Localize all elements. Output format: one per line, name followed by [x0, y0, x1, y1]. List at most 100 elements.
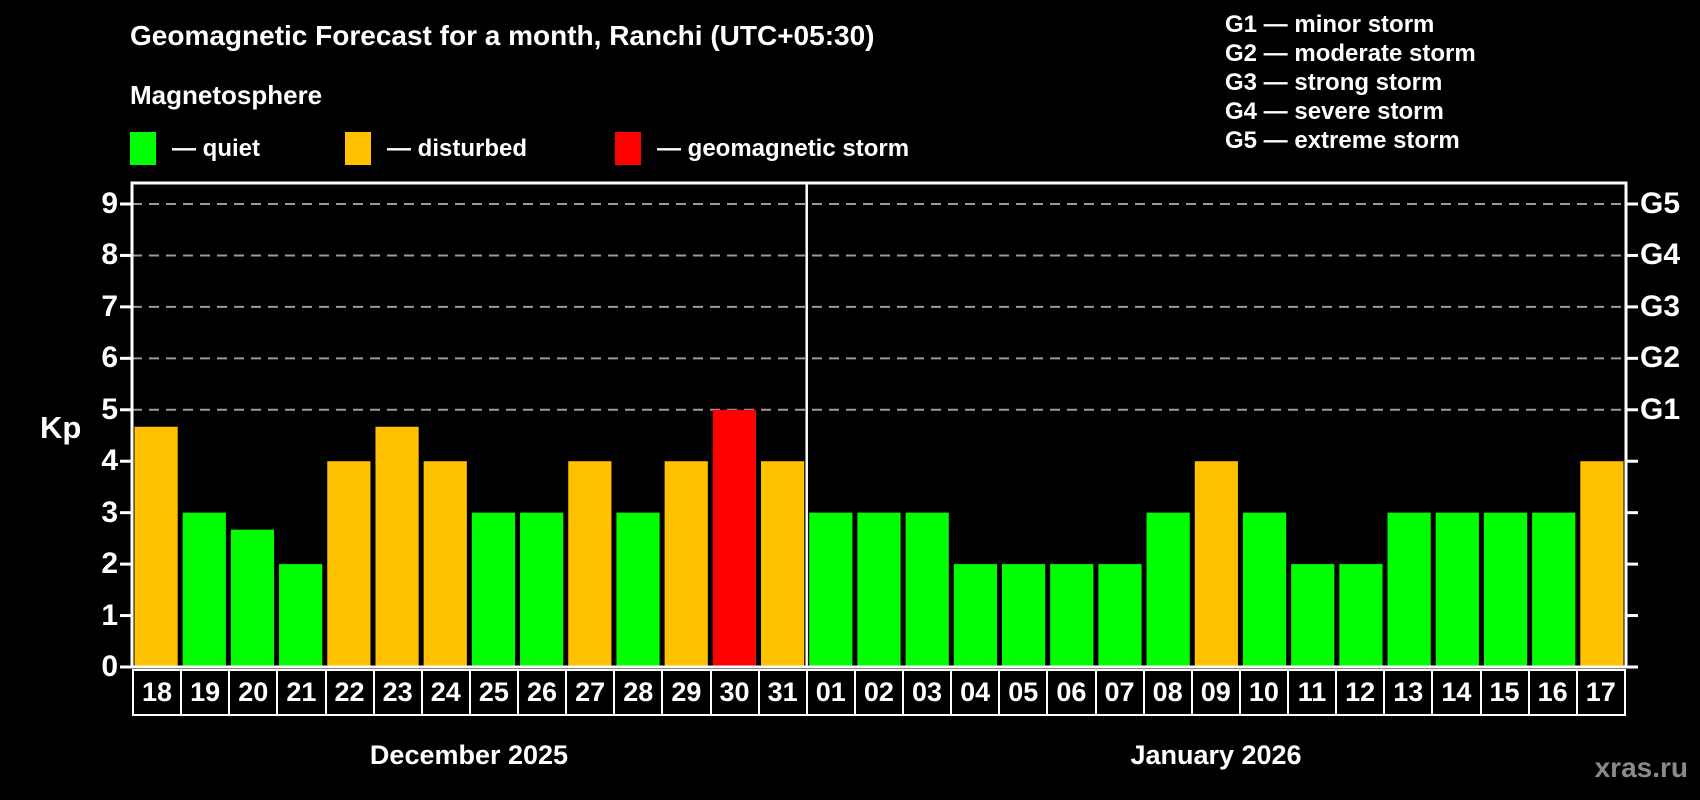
day-label-31: 31: [757, 669, 808, 716]
kp-bar-day-28: [616, 512, 660, 667]
y-tick-label-6: 6: [101, 341, 118, 375]
day-label-22: 22: [324, 669, 375, 716]
day-label-11: 11: [1287, 669, 1338, 716]
kp-bar-day-22: [327, 461, 371, 667]
kp-bar-day-05: [1001, 564, 1046, 667]
day-label-04: 04: [950, 669, 1001, 716]
day-label-08: 08: [1142, 669, 1193, 716]
day-label-18: 18: [132, 669, 183, 716]
day-label-29: 29: [661, 669, 712, 716]
g-axis-label-G1: G1: [1640, 392, 1681, 426]
day-axis-row: 18 19 20 21 22 23 24 25 26 27 28 29 30 31 01 02 03 04 05 06…: [132, 669, 1626, 716]
kp-bar-day-15: [1483, 512, 1528, 667]
kp-bar-day-31: [761, 461, 805, 667]
kp-bar-day-13: [1387, 512, 1431, 667]
day-label-19: 19: [180, 669, 231, 716]
day-label-30: 30: [709, 669, 760, 716]
kp-bar-day-01: [809, 512, 853, 667]
kp-bar-day-20: [230, 529, 275, 667]
kp-bar-day-24: [423, 461, 467, 667]
day-label-16: 16: [1527, 669, 1578, 716]
day-label-23: 23: [372, 669, 423, 716]
day-label-21: 21: [276, 669, 327, 716]
day-label-20: 20: [228, 669, 279, 716]
kp-bar-day-11: [1291, 564, 1335, 667]
kp-bar-day-30: [712, 409, 757, 667]
g-axis-label-G3: G3: [1640, 289, 1681, 323]
day-label-15: 15: [1479, 669, 1530, 716]
day-label-01: 01: [805, 669, 856, 716]
y-tick-label-5: 5: [101, 392, 118, 426]
legend-item-quiet: — quiet: [130, 132, 260, 165]
day-label-28: 28: [613, 669, 664, 716]
g-axis-label-G4: G4: [1640, 238, 1681, 272]
page-title: Geomagnetic Forecast for a month, Ranchi…: [130, 20, 875, 51]
month-label-december: December 2025: [369, 740, 569, 770]
day-label-05: 05: [998, 669, 1049, 716]
watermark: xras.ru: [1594, 752, 1688, 783]
y-tick-label-8: 8: [101, 238, 118, 272]
day-label-03: 03: [902, 669, 953, 716]
kp-bar-day-02: [857, 512, 901, 667]
kp-bar-day-26: [520, 512, 564, 667]
kp-bar-day-07: [1098, 564, 1142, 667]
storm-scale-row-G1: G1 — minor storm: [1225, 11, 1435, 38]
day-label-06: 06: [1046, 669, 1097, 716]
g-axis-label-G5: G5: [1640, 187, 1681, 220]
g-axis-label-G2: G2: [1640, 341, 1681, 375]
day-label-24: 24: [420, 669, 471, 716]
kp-bar-day-10: [1242, 512, 1287, 667]
day-label-17: 17: [1575, 669, 1626, 716]
y-tick-label-0: 0: [101, 650, 118, 683]
kp-bar-day-21: [279, 564, 323, 667]
storm-swatch-icon: [615, 132, 641, 165]
kp-bar-day-04: [953, 564, 997, 667]
y-tick-label-4: 4: [101, 444, 118, 478]
day-label-10: 10: [1238, 669, 1289, 716]
day-label-27: 27: [565, 669, 616, 716]
disturbed-swatch-icon: [345, 132, 371, 165]
kp-chart: [120, 181, 1638, 669]
kp-bar-day-25: [471, 512, 516, 667]
kp-bar-day-27: [568, 461, 612, 667]
day-label-09: 09: [1190, 669, 1241, 716]
kp-bar-day-12: [1339, 564, 1383, 667]
storm-scale-row-G3: G3 — strong storm: [1225, 69, 1443, 96]
day-label-25: 25: [468, 669, 519, 716]
legend-label-quiet: — quiet: [172, 134, 260, 162]
kp-bar-day-29: [664, 461, 708, 667]
legend-item-storm: — geomagnetic storm: [615, 132, 909, 165]
kp-bar-day-16: [1532, 512, 1576, 667]
kp-bar-day-17: [1580, 461, 1624, 667]
y-tick-label-3: 3: [101, 495, 118, 529]
month-label-january: January 2026: [1130, 740, 1302, 770]
day-label-13: 13: [1383, 669, 1434, 716]
legend-item-disturbed: — disturbed: [345, 132, 527, 165]
kp-bar-day-14: [1435, 512, 1479, 667]
storm-scale-row-G2: G2 — moderate storm: [1225, 40, 1476, 67]
kp-bar-day-08: [1146, 512, 1190, 667]
y-tick-label-1: 1: [101, 598, 118, 632]
kp-bar-day-06: [1050, 564, 1094, 667]
y-tick-label-7: 7: [101, 289, 118, 323]
y-tick-label-9: 9: [101, 187, 118, 220]
legend-label-storm: — geomagnetic storm: [657, 134, 910, 162]
day-label-26: 26: [517, 669, 568, 716]
storm-scale-row-G4: G4 — severe storm: [1225, 98, 1444, 125]
day-label-02: 02: [853, 669, 904, 716]
magnetosphere-label: Magnetosphere: [130, 80, 323, 110]
y-tick-label-2: 2: [101, 547, 118, 581]
day-label-07: 07: [1094, 669, 1145, 716]
kp-bar-day-09: [1194, 461, 1238, 667]
kp-bar-day-19: [182, 512, 226, 667]
day-label-12: 12: [1335, 669, 1386, 716]
storm-scale-legend: G1 — minor storm G2 — moderate storm G3 — …: [1225, 10, 1476, 155]
kp-axis-title: Kp: [40, 410, 82, 445]
day-label-14: 14: [1431, 669, 1482, 716]
storm-scale-row-G5: G5 — extreme storm: [1225, 127, 1460, 154]
kp-bar-day-23: [375, 426, 419, 667]
kp-bar-day-18: [134, 426, 178, 667]
legend-label-disturbed: — disturbed: [387, 134, 528, 162]
kp-bar-day-03: [905, 512, 949, 667]
